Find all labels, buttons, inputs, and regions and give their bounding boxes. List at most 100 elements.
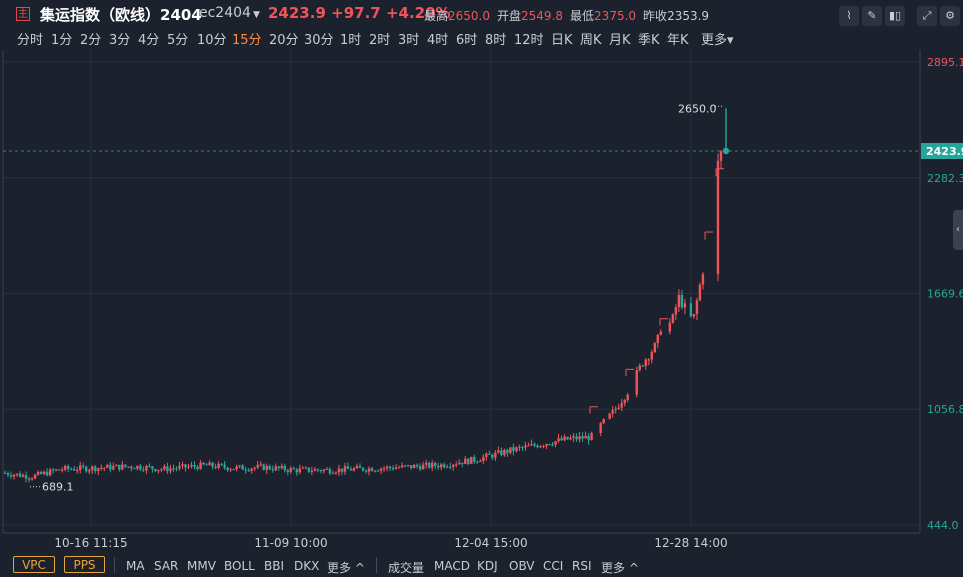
candle-body [235,466,238,470]
interval-tab[interactable]: 6时 [456,33,478,48]
interval-tab[interactable]: 季K [638,33,660,48]
candle-body [506,449,509,453]
contract-code: ec2404 [199,5,251,21]
candle-body [319,470,323,472]
sub-indicators-more[interactable]: 更多 ^ [601,561,639,575]
candle-body [521,447,524,449]
interval-tab[interactable]: 3时 [398,33,420,48]
interval-tab[interactable]: 1分 [51,33,73,48]
candle-body [470,456,473,464]
interval-tab[interactable]: 5分 [167,33,189,48]
indicator-dkx[interactable]: DKX [294,559,320,573]
candle-body [259,464,262,466]
line-chart-icon[interactable]: ⌇ [839,6,859,26]
last-price-marker [722,147,730,155]
interval-tab[interactable]: 10分 [197,33,227,48]
side-panel-toggle[interactable]: ‹ [953,210,963,250]
indicator-macd[interactable]: MACD [434,559,470,573]
candle-body [202,462,205,465]
indicator-cci[interactable]: CCI [543,559,564,573]
candlestick-chart[interactable]: 2895.1 2282.3 1669.6 1056.8 444.0 10-16 11:15… [0,50,963,553]
candle-body [88,470,91,472]
candle-body [500,450,503,456]
stat-value: 2650.0 [448,9,491,23]
divider [114,557,115,573]
interval-tab[interactable]: 年K [667,33,689,48]
candle-body [361,467,365,471]
candle-body [154,468,157,472]
candle-body [289,468,292,472]
fullscreen-icon[interactable]: ⤢ [917,6,937,26]
candle-body [196,466,199,470]
interval-tab[interactable]: 20分 [269,33,299,48]
interval-tab[interactable]: 8时 [485,33,507,48]
candle-body [172,468,175,470]
contract-selector[interactable]: ec2404 ▼ [199,5,260,21]
y-tick-label: 444.0 [927,519,959,532]
x-tick-label: 11-09 10:00 [254,536,327,550]
candle-body [421,464,425,470]
interval-tab[interactable]: 周K [580,33,602,48]
candle-body [485,453,488,458]
candle-body [292,468,295,470]
indicator-rsi[interactable]: RSI [572,559,592,573]
settings-gear-icon[interactable]: ⚙ [940,6,960,26]
indicator-mmv[interactable]: MMV [187,559,216,573]
current-price-badge [921,143,963,160]
indicator-volume[interactable]: 成交量 [388,561,425,575]
candle-body [262,464,265,470]
candle-body [217,463,220,468]
interval-tab[interactable]: 更多▾ [701,33,734,48]
price-change: +97.7 [331,4,381,22]
candle-body [298,468,302,473]
indicator-kdj[interactable]: KDJ [477,559,498,573]
candle-body [6,473,10,476]
interval-tab[interactable]: 2分 [80,33,102,48]
interval-tab[interactable]: 4分 [138,33,160,48]
candle-settings-icon[interactable]: ▮▯ [885,6,905,26]
interval-tab[interactable]: 1时 [340,33,362,48]
candle-body [617,407,620,409]
candle-body [385,466,389,469]
candle-body [349,468,353,471]
candle-body [220,463,223,465]
interval-tab[interactable]: 分时 [17,33,44,48]
interval-tab[interactable]: 30分 [304,33,334,48]
interval-tab[interactable]: 日K [551,33,573,48]
candle-body [394,467,398,470]
candle-body [524,445,527,448]
interval-tab[interactable]: 4时 [427,33,449,48]
quote-stats: 最高2650.0 开盘2549.8 最低2375.0 昨收2353.9 [424,7,709,24]
pps-button[interactable]: PPS [64,556,105,573]
interval-tab[interactable]: 12时 [514,33,544,48]
candle-body [683,303,687,308]
candle-body [163,466,166,470]
candle-body [611,410,614,414]
interval-tab[interactable]: 月K [609,33,631,48]
candle-body [427,462,431,468]
candle-body [719,151,723,161]
candle-body [698,284,702,301]
candle-body [247,470,250,472]
indicator-ma[interactable]: MA [126,559,145,573]
candle-body [66,466,70,469]
candle-body [60,469,64,471]
vpc-button[interactable]: VPC [13,556,55,573]
draw-pencil-icon[interactable]: ✎ [862,6,882,26]
indicator-bbi[interactable]: BBI [264,559,285,573]
candle-body [69,468,73,470]
candle-body [491,454,494,458]
candle-body [187,466,190,468]
interval-tab[interactable]: 15分 [232,33,262,48]
candle-body [590,432,593,441]
interval-tab[interactable]: 3分 [109,33,131,48]
candle-body [21,475,25,477]
candle-body [136,465,139,469]
main-indicators-more[interactable]: 更多 ^ [327,561,365,575]
indicator-obv[interactable]: OBV [509,559,535,573]
candle-body [304,467,308,469]
candle-body [24,475,28,479]
indicator-sar[interactable]: SAR [154,559,179,573]
interval-tab[interactable]: 2时 [369,33,391,48]
indicator-boll[interactable]: BOLL [224,559,255,573]
